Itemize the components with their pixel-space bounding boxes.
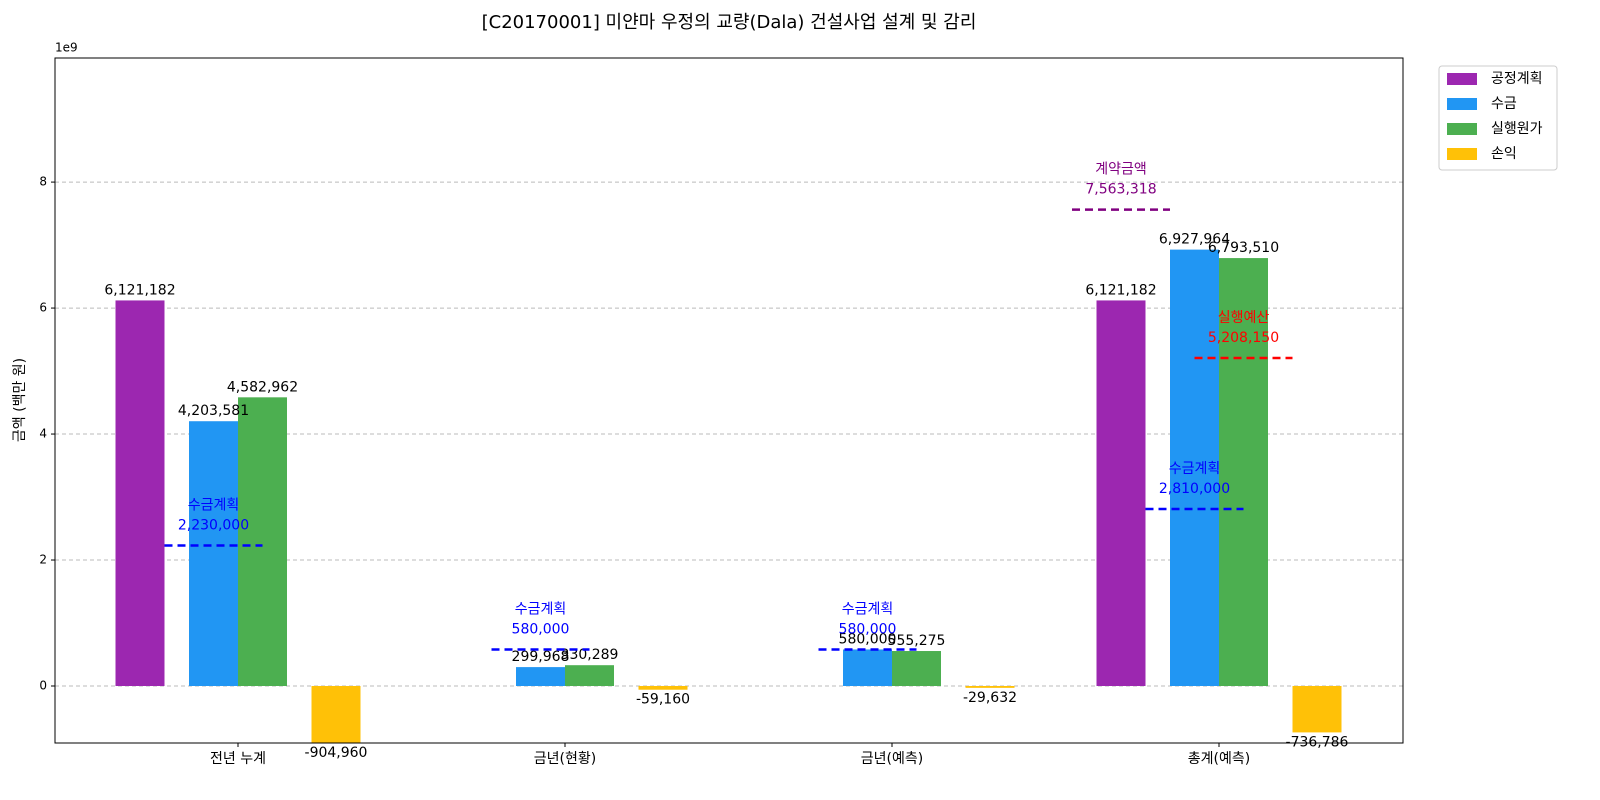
reference-value: 5,208,150 <box>1208 330 1279 346</box>
value-label: 330,289 <box>561 647 619 663</box>
legend-label: 손익 <box>1491 146 1517 162</box>
value-label: 6,121,182 <box>104 282 175 298</box>
bar <box>1170 249 1219 686</box>
bar <box>189 421 238 686</box>
value-label: 555,275 <box>888 633 946 649</box>
overlay: 전년 누계 6,121,182 4,203,581 4,582,962 -904,960… <box>104 162 1348 767</box>
plot-frame <box>54 57 1404 744</box>
reference-name: 수금계획 <box>188 498 240 514</box>
bar <box>565 665 614 686</box>
y-tick-label: 8 <box>39 175 47 189</box>
value-label: -29,632 <box>963 690 1017 706</box>
value-label: -736,786 <box>1286 734 1349 750</box>
value-label: 4,582,962 <box>227 379 298 395</box>
offset-label: 1e9 <box>55 41 78 55</box>
y-tick-label: 0 <box>39 678 47 692</box>
bar <box>965 685 1015 688</box>
legend-box <box>1438 65 1558 171</box>
legend-label: 실행원가 <box>1491 121 1543 137</box>
bar <box>1292 685 1342 733</box>
legend-swatch <box>1447 73 1477 85</box>
chart-title: [C20170001] 미얀마 우정의 교량(Dala) 건설사업 설계 및 감… <box>482 12 977 33</box>
reference-value: 2,810,000 <box>1159 481 1230 497</box>
x-tick-label: 전년 누계 <box>210 751 266 767</box>
reference-name: 실행예산 <box>1218 310 1270 326</box>
x-tick-label: 금년(현황) <box>534 751 596 767</box>
x-tick-label: 금년(예측) <box>861 751 923 767</box>
value-label: -904,960 <box>305 745 368 761</box>
x-tick-label: 총계(예측) <box>1188 751 1250 767</box>
reference-value: 580,000 <box>839 621 897 637</box>
bar <box>115 300 165 686</box>
bar <box>1219 258 1268 686</box>
bar <box>238 397 287 686</box>
bar <box>843 649 892 686</box>
value-label: 6,927,964 <box>1159 232 1230 248</box>
reference-name: 수금계획 <box>515 601 567 617</box>
value-label: 4,203,581 <box>178 403 249 419</box>
bar <box>516 667 565 686</box>
legend-label: 공정계획 <box>1491 71 1543 87</box>
value-label: 580,000 <box>839 631 897 647</box>
reference-value: 580,000 <box>512 621 570 637</box>
reference-name: 계약금액 <box>1095 162 1147 178</box>
legend-swatch <box>1447 123 1477 135</box>
bar <box>638 685 688 690</box>
bar <box>1096 300 1146 686</box>
legend-swatch <box>1447 148 1477 160</box>
y-tick-label: 2 <box>39 553 47 567</box>
y-tick-label: 6 <box>39 301 47 315</box>
bar <box>311 685 361 743</box>
reference-value: 7,563,318 <box>1085 182 1156 198</box>
y-tick-label: 4 <box>39 427 47 441</box>
y-axis-label: 금액 (백만 원) <box>12 358 28 442</box>
legend-swatch <box>1447 98 1477 110</box>
reference-value: 2,230,000 <box>178 518 249 534</box>
reference-name: 수금계획 <box>842 601 894 617</box>
value-label: 6,793,510 <box>1208 240 1279 256</box>
bars <box>115 249 1342 743</box>
value-label: 299,968 <box>512 649 570 665</box>
bar <box>892 651 941 686</box>
value-label: -59,160 <box>636 692 690 708</box>
reference-name: 수금계획 <box>1169 461 1221 477</box>
value-label: 6,121,182 <box>1085 282 1156 298</box>
legend-label: 수금 <box>1491 96 1517 112</box>
